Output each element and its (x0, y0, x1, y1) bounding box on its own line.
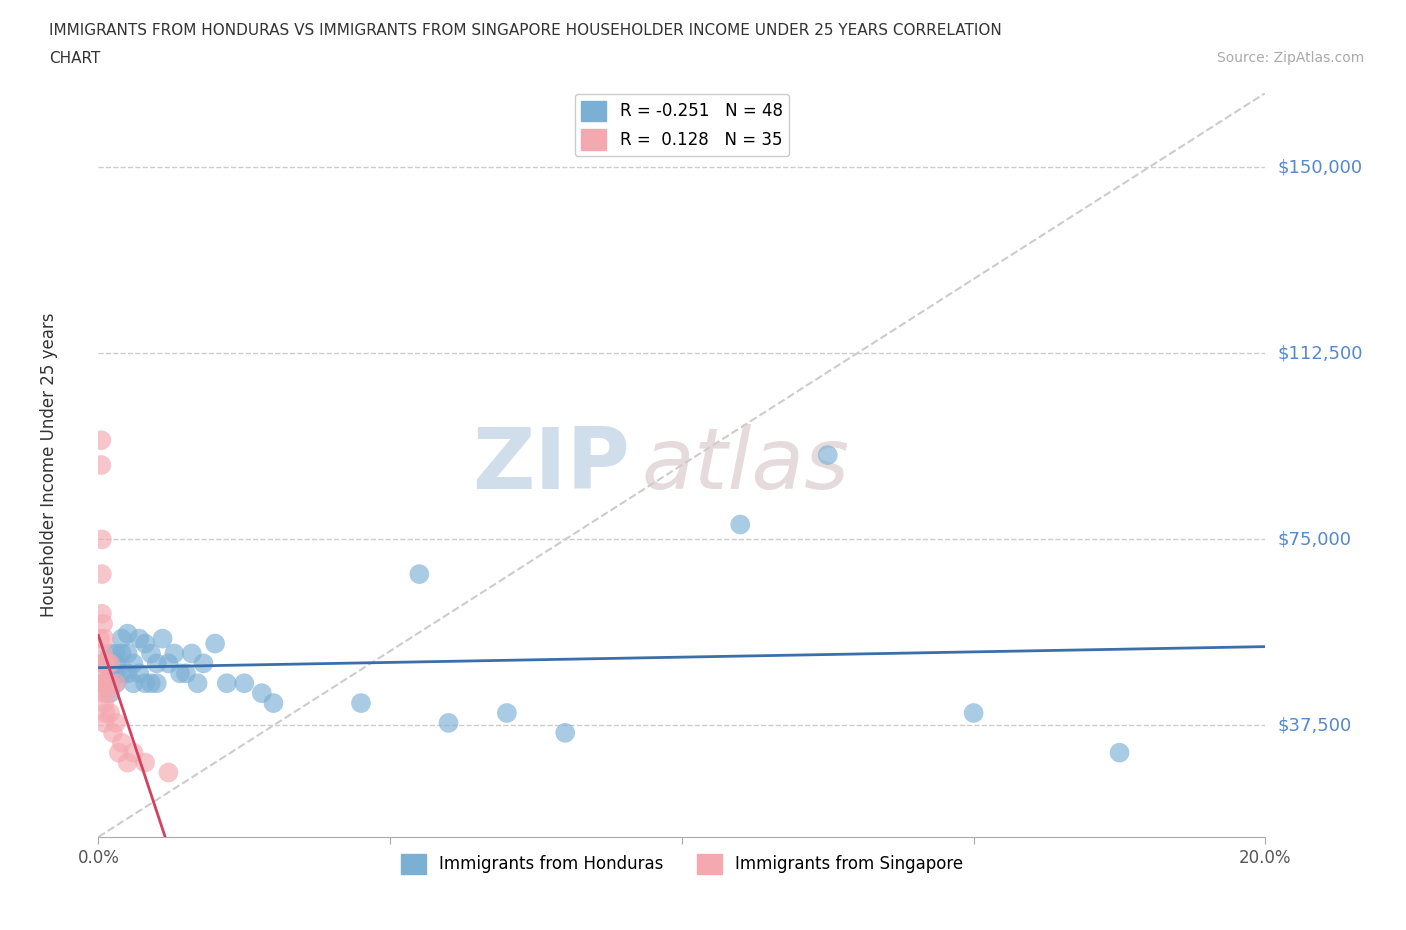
Point (93, 656, 115, 671)
Point (146, 656, 169, 671)
Point (98, 646, 121, 661)
Point (98, 666, 121, 681)
Point (104, 676, 127, 691)
Point (233, 676, 256, 691)
Point (152, 631, 174, 646)
Point (139, 676, 162, 691)
Point (408, 566, 430, 581)
Point (117, 666, 139, 681)
Point (104, 646, 127, 661)
Point (111, 666, 134, 681)
Point (89, 631, 111, 646)
Point (96, 656, 118, 671)
Point (93, 656, 115, 671)
Text: atlas: atlas (641, 423, 849, 507)
Point (96, 685, 118, 700)
Point (111, 646, 134, 661)
Legend: Immigrants from Honduras, Immigrants from Singapore: Immigrants from Honduras, Immigrants fro… (394, 847, 970, 881)
Point (104, 715, 127, 730)
Point (262, 696, 284, 711)
Point (157, 656, 180, 671)
Point (117, 646, 139, 661)
Point (554, 725, 576, 740)
Point (496, 706, 519, 721)
Point (962, 706, 984, 721)
Point (93, 676, 115, 691)
Point (101, 725, 124, 740)
Point (89, 666, 111, 681)
Point (104, 666, 127, 681)
Text: IMMIGRANTS FROM HONDURAS VS IMMIGRANTS FROM SINGAPORE HOUSEHOLDER INCOME UNDER 2: IMMIGRANTS FROM HONDURAS VS IMMIGRANTS F… (49, 23, 1002, 38)
Point (1108, 745, 1130, 760)
Point (98, 656, 121, 671)
Point (94, 676, 117, 691)
Point (93, 696, 115, 711)
Point (90, 458, 112, 472)
Point (350, 696, 373, 711)
Point (90, 532, 112, 547)
Point (91, 676, 114, 691)
Point (215, 676, 238, 691)
Point (98, 676, 121, 691)
Point (90, 606, 112, 621)
Point (93, 685, 115, 700)
Point (817, 447, 839, 462)
Point (98, 676, 121, 691)
Point (250, 685, 273, 700)
Text: CHART: CHART (49, 51, 101, 66)
Text: $75,000: $75,000 (1277, 530, 1351, 549)
Point (122, 676, 145, 691)
Point (204, 636, 226, 651)
Point (128, 666, 150, 681)
Point (104, 676, 127, 691)
Point (193, 656, 215, 671)
Point (174, 666, 197, 681)
Point (437, 715, 460, 730)
Point (91, 646, 114, 661)
Point (122, 745, 145, 760)
Point (108, 745, 131, 760)
Point (91, 676, 114, 691)
Point (91, 617, 114, 631)
Point (117, 626, 139, 641)
Point (93, 631, 115, 646)
Point (91, 656, 114, 671)
Point (128, 631, 150, 646)
Text: $150,000: $150,000 (1277, 158, 1362, 177)
Point (157, 765, 180, 780)
Point (139, 646, 162, 661)
Point (90, 566, 112, 581)
Point (104, 656, 127, 671)
Point (93, 715, 115, 730)
Point (180, 646, 202, 661)
Point (134, 636, 156, 651)
Point (93, 676, 115, 691)
Point (730, 517, 752, 532)
Text: ZIP: ZIP (471, 423, 630, 507)
Point (134, 676, 156, 691)
Text: Householder Income Under 25 years: Householder Income Under 25 years (41, 312, 59, 618)
Point (187, 676, 209, 691)
Point (111, 736, 134, 751)
Point (146, 676, 169, 691)
Point (98, 706, 121, 721)
Point (122, 656, 145, 671)
Text: $112,500: $112,500 (1277, 344, 1362, 363)
Point (134, 755, 156, 770)
Point (163, 646, 186, 661)
Point (169, 666, 191, 681)
Point (111, 631, 134, 646)
Text: $37,500: $37,500 (1277, 716, 1351, 735)
Point (98, 685, 121, 700)
Point (93, 656, 115, 671)
Point (94, 706, 117, 721)
Point (90, 432, 112, 447)
Point (117, 755, 139, 770)
Text: Source: ZipAtlas.com: Source: ZipAtlas.com (1216, 51, 1364, 65)
